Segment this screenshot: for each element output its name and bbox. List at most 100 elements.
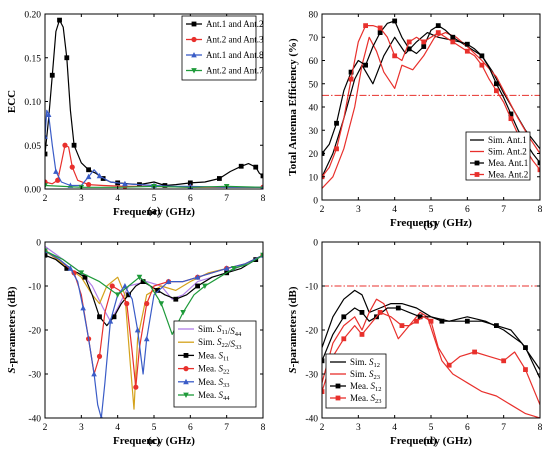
data-point bbox=[173, 296, 179, 302]
y-tick-label: 50 bbox=[309, 80, 319, 90]
data-point bbox=[363, 23, 368, 29]
legend-marker bbox=[335, 395, 341, 401]
series-line-3 bbox=[322, 20, 540, 164]
legend-entry: Sim. Ant.1 bbox=[488, 135, 527, 145]
x-axis-label: Frequency (GHz) bbox=[390, 217, 472, 229]
data-point bbox=[494, 81, 499, 87]
data-point bbox=[523, 367, 528, 372]
data-point bbox=[472, 349, 477, 355]
data-point bbox=[134, 327, 141, 333]
data-point bbox=[399, 323, 405, 328]
y-tick-label: -10 bbox=[28, 283, 41, 293]
data-point bbox=[180, 310, 186, 316]
data-point bbox=[395, 305, 401, 311]
data-point bbox=[406, 46, 412, 52]
data-point bbox=[494, 88, 499, 94]
data-point bbox=[45, 183, 48, 189]
x-tick-label: 6 bbox=[188, 423, 193, 433]
x-tick-label: 8 bbox=[538, 205, 543, 215]
data-point bbox=[450, 34, 456, 40]
data-point bbox=[508, 116, 514, 122]
data-point bbox=[377, 310, 383, 315]
legend-entry: Mea. S12 bbox=[350, 381, 382, 393]
chart-panel-1: 2 3 4 5 6 7 8 0.00 0.05 0.10 0.15 0.20 Frequency (GH… bbox=[6, 11, 266, 219]
data-point bbox=[359, 310, 365, 315]
x-tick-label: 8 bbox=[538, 423, 543, 433]
data-point bbox=[494, 323, 499, 328]
data-point bbox=[435, 23, 441, 29]
y-tick-label: 70 bbox=[309, 34, 319, 44]
data-point bbox=[435, 30, 441, 35]
legend-entry: Mea. Ant.1 bbox=[488, 158, 528, 168]
y-axis-label: S-parameters (dB) bbox=[287, 286, 299, 373]
x-axis-label: Frequency (GHz) bbox=[113, 206, 195, 218]
data-point bbox=[421, 39, 427, 45]
x-tick-label: 2 bbox=[43, 194, 48, 204]
data-point bbox=[45, 252, 48, 258]
x-tick-label: 2 bbox=[43, 423, 48, 433]
data-point bbox=[406, 39, 412, 45]
series-line-2 bbox=[322, 298, 540, 418]
x-tick-label: 3 bbox=[356, 423, 361, 433]
legend-marker bbox=[474, 172, 480, 177]
data-point bbox=[64, 55, 70, 61]
legend-entry: Mea. S11 bbox=[198, 350, 229, 362]
y-tick-label: -10 bbox=[305, 283, 318, 293]
x-tick-label: 4 bbox=[115, 423, 120, 433]
data-point bbox=[96, 172, 103, 179]
legend-entry: Mea. S23 bbox=[350, 393, 382, 405]
data-point bbox=[82, 274, 88, 280]
data-point bbox=[464, 41, 470, 47]
legend-entry: Sim. S11/S44 bbox=[198, 324, 242, 338]
series-line-4 bbox=[45, 184, 263, 188]
y-axis-label: Total Antenna Efficiency (%) bbox=[287, 38, 299, 176]
y-tick-label: 0.15 bbox=[24, 54, 41, 64]
x-tick-label: 7 bbox=[224, 194, 229, 204]
y-tick-label: 0 bbox=[313, 197, 318, 207]
data-point bbox=[107, 318, 114, 324]
y-tick-label: 40 bbox=[309, 104, 319, 114]
data-point bbox=[363, 62, 368, 68]
legend-entry: Sim. S22/S33 bbox=[198, 337, 242, 351]
x-tick-label: 3 bbox=[356, 205, 361, 215]
y-tick-label: 10 bbox=[309, 173, 319, 183]
y-tick-label: 0.00 bbox=[24, 186, 41, 196]
legend-marker bbox=[191, 68, 197, 74]
y-tick-label: 60 bbox=[309, 57, 319, 67]
data-point bbox=[348, 76, 354, 82]
series-line-2 bbox=[45, 144, 263, 188]
y-tick-label: 0 bbox=[313, 239, 318, 249]
data-point bbox=[479, 62, 485, 68]
series-line-3 bbox=[45, 109, 263, 188]
x-tick-label: 5 bbox=[429, 423, 434, 433]
legend-marker bbox=[474, 160, 480, 166]
data-point bbox=[69, 164, 75, 170]
data-point bbox=[126, 292, 131, 298]
x-tick-label: 7 bbox=[224, 423, 229, 433]
legend-marker bbox=[183, 353, 189, 358]
data-point bbox=[231, 266, 237, 272]
y-tick-label: 30 bbox=[309, 127, 319, 137]
y-tick-label: 0.20 bbox=[24, 11, 41, 21]
data-point bbox=[67, 265, 74, 271]
y-axis-label: S-parameters (dB) bbox=[6, 286, 18, 373]
x-tick-label: 6 bbox=[465, 423, 470, 433]
series-line-4 bbox=[322, 25, 540, 178]
data-point bbox=[85, 173, 92, 180]
legend-marker bbox=[191, 21, 197, 27]
data-point bbox=[165, 278, 172, 284]
data-point bbox=[64, 266, 70, 271]
data-point bbox=[523, 345, 528, 350]
data-point bbox=[78, 270, 85, 276]
data-point bbox=[109, 283, 115, 289]
data-point bbox=[57, 17, 62, 23]
data-point bbox=[45, 151, 48, 157]
panel-label: (a) bbox=[148, 205, 161, 217]
data-point bbox=[322, 358, 325, 364]
data-point bbox=[187, 180, 193, 186]
data-point bbox=[446, 362, 452, 368]
legend-entry: Sim. Ant.2 bbox=[488, 147, 527, 157]
x-tick-label: 5 bbox=[429, 205, 434, 215]
data-point bbox=[421, 44, 427, 49]
